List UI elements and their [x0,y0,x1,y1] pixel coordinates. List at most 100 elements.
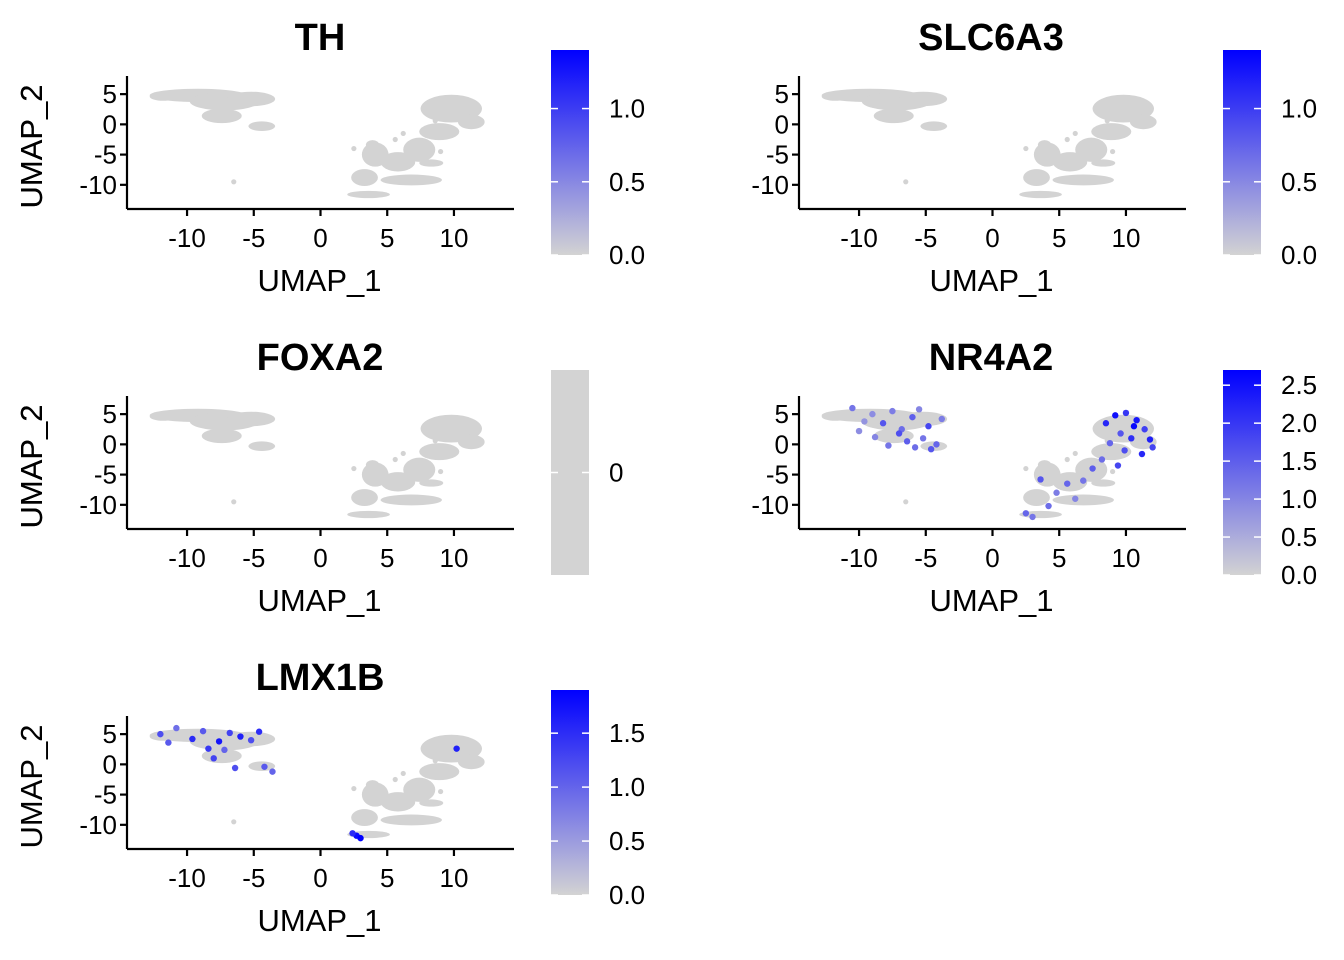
y-tick-label: -10 [751,490,789,520]
cell-cluster [419,763,460,781]
expression-point [1102,420,1110,427]
expression-point [1146,436,1154,443]
x-tick-label: -10 [840,223,878,253]
cell-point [392,136,398,143]
cell-cluster [201,108,242,124]
cell-cluster [248,441,276,452]
cell-point [432,438,438,444]
y-tick-label: -5 [766,140,789,170]
expression-point [1128,435,1135,442]
cell-cluster [457,754,485,770]
y-tick-label: 5 [775,399,789,429]
cell-cluster [1052,494,1114,506]
panel-title: LMX1B [256,657,385,699]
cell-point [231,179,237,185]
cell-point [432,758,438,764]
cell-point [392,776,398,783]
expression-point [849,404,856,412]
y-tick-label: -10 [79,170,117,200]
expression-point [1072,495,1079,502]
legend-tick-label: 1.5 [1281,446,1317,476]
color-legend: 0.0 0.5 1.0 1.5 [551,690,645,910]
cell-cluster [1023,489,1050,507]
cell-cluster [380,472,416,492]
cell-point [1072,130,1078,137]
expression-point [1114,462,1122,469]
x-tick-label: -5 [242,223,265,253]
expression-point [221,746,228,754]
cell-cluster [1091,479,1116,487]
x-axis-title: UMAP_1 [257,263,381,298]
expression-point [869,410,876,418]
cell-point [231,499,237,505]
legend-tick-label: 0 [609,458,623,488]
x-tick-label: -10 [840,543,878,573]
panel-title: FOXA2 [257,337,384,379]
cell-point [1110,148,1116,155]
cell-cluster [1019,190,1062,199]
x-tick-label: 5 [380,863,394,893]
legend-tick-label: 2.5 [1281,370,1317,400]
cell-cluster [227,411,276,427]
cell-point [1072,450,1078,457]
x-tick-label: 10 [439,223,468,253]
expression-point [855,427,863,435]
expression-point [1141,426,1148,433]
cell-cluster [1037,140,1052,150]
x-tick-label: 10 [439,863,468,893]
legend-tick-label: 1.5 [609,718,645,748]
expression-point [871,433,879,441]
expression-point [1045,502,1052,510]
cell-cluster [1037,460,1052,470]
x-tick-label: 0 [313,543,327,573]
legend-tick-label: 2.0 [1281,408,1317,438]
color-bar [1223,50,1261,255]
y-tick-label: 5 [103,399,117,429]
cell-cluster [227,91,276,107]
x-tick-label: 0 [313,223,327,253]
y-tick-label: -10 [751,170,789,200]
expression-point [1089,465,1096,472]
cell-cluster [457,114,485,130]
y-tick-label: -5 [94,780,117,810]
cell-cluster [1129,114,1157,130]
expression-point [1130,423,1138,430]
cell-point [400,450,406,457]
legend-tick-label: 1.0 [1281,94,1317,124]
expression-point [1133,416,1140,424]
expression-point [1138,450,1146,458]
cell-cluster [1091,123,1132,141]
x-tick-label: 10 [439,543,468,573]
legend-tick-label: 0.0 [609,240,645,270]
color-legend: 0.0 0.5 1.0 1.5 2.0 2.5 [1223,370,1317,590]
cell-cluster [248,121,276,132]
cell-cluster [419,159,444,167]
cell-cluster [873,108,914,124]
color-legend: 0 [551,370,623,575]
cell-cluster [380,814,442,826]
expression-point [247,736,255,744]
x-tick-label: 0 [985,223,999,253]
cell-point [351,145,357,152]
expression-point [911,444,919,451]
y-tick-label: 0 [103,429,117,459]
x-tick-label: 5 [1052,223,1066,253]
cell-cluster [821,92,849,101]
x-axis-title: UMAP_1 [929,263,1053,298]
y-axis-title: UMAP_2 [14,84,49,208]
cell-cluster [920,121,948,132]
cell-point [351,465,357,472]
expression-point [1064,480,1071,487]
expression-point [909,413,916,421]
cell-cluster [821,412,849,421]
expression-point [1149,444,1156,451]
expression-point [357,834,364,842]
expression-point [938,415,945,423]
cell-cluster [351,489,378,507]
expression-point [226,729,233,737]
panel-title: SLC6A3 [918,17,1064,59]
x-tick-label: -5 [242,543,265,573]
cell-cluster [419,443,460,461]
